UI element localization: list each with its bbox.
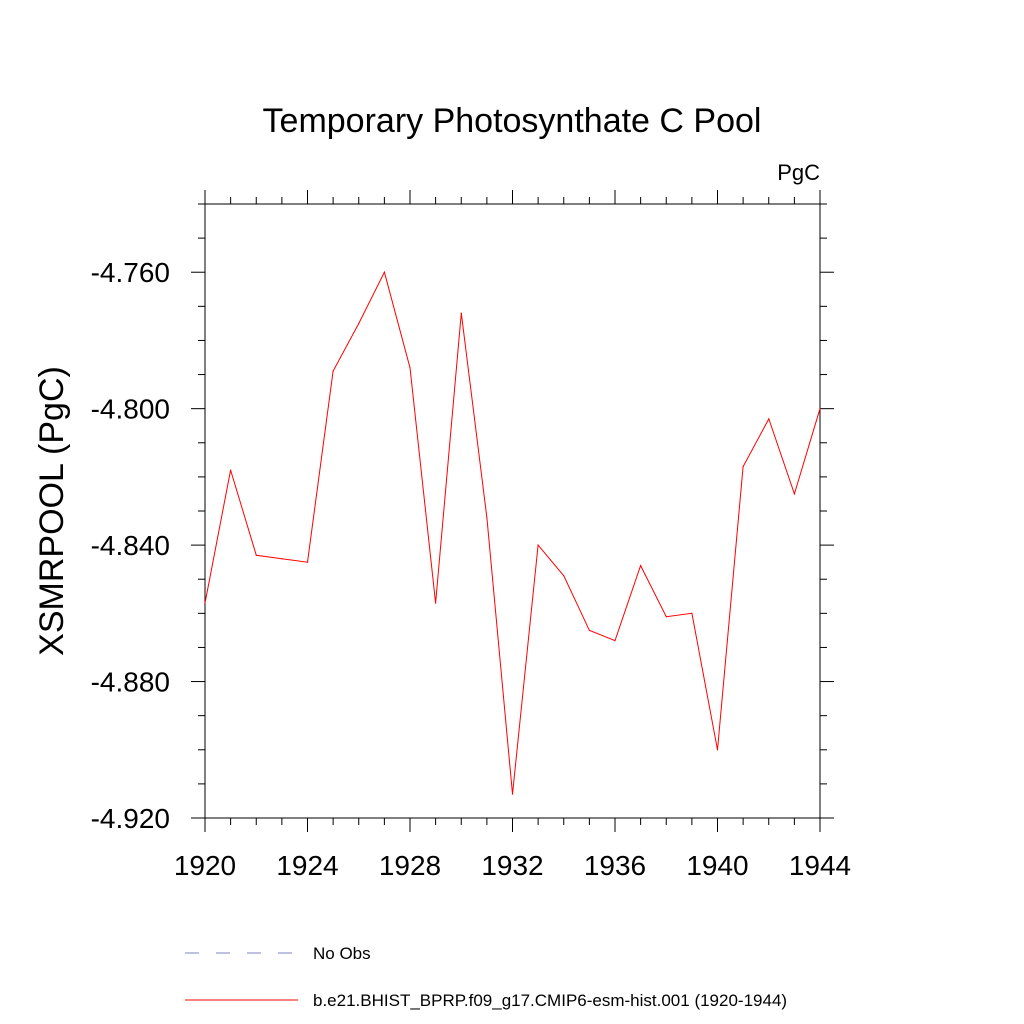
data-point [588, 629, 590, 631]
data-point [306, 561, 309, 563]
x-tick-label: 1940 [686, 850, 748, 881]
data-point [204, 602, 206, 604]
x-tick-label: 1928 [379, 850, 441, 881]
legend-label-no-obs: No Obs [313, 944, 371, 963]
x-tick-label: 1924 [276, 850, 338, 881]
data-point [435, 602, 437, 604]
y-tick-label: -4.880 [91, 667, 170, 698]
y-tick-label: -4.840 [91, 530, 170, 561]
data-point [537, 544, 539, 546]
y-tick-label: -4.920 [91, 803, 170, 834]
data-point [255, 554, 257, 556]
plot-frame [204, 203, 821, 819]
y-tick-label: -4.760 [91, 257, 170, 288]
chart-title: Temporary Photosynthate C Pool [263, 102, 762, 140]
data-point [460, 312, 462, 314]
data-point [383, 271, 385, 273]
data-point [640, 564, 642, 567]
units-label: PgC [777, 160, 820, 185]
y-tick-label: -4.800 [91, 394, 170, 425]
data-point [230, 469, 232, 471]
data-point [691, 612, 693, 614]
data-point [742, 466, 744, 468]
x-tick-label: 1920 [174, 850, 236, 881]
x-tick-labels: 1920 1924 1928 1932 1936 1940 1944 [174, 850, 851, 881]
axis-ticks [191, 190, 834, 832]
data-point [768, 418, 770, 420]
x-tick-label: 1932 [481, 850, 543, 881]
series-layer [204, 270, 821, 795]
y-tick-labels: -4.920 -4.880 -4.840 -4.800 -4.760 [91, 257, 170, 834]
data-point [614, 640, 616, 642]
data-point [332, 370, 334, 372]
data-point [665, 616, 667, 618]
series-line [204, 270, 821, 795]
data-point [793, 493, 795, 495]
x-tick-label: 1936 [584, 850, 646, 881]
data-point [281, 558, 283, 560]
data-point [409, 367, 411, 369]
data-point [358, 322, 360, 324]
data-point [563, 575, 565, 577]
data-point [819, 408, 821, 410]
data-point [716, 749, 719, 751]
data-point [511, 793, 514, 795]
data-point [486, 517, 488, 519]
legend-label-model-run: b.e21.BHIST_BPRP.f09_g17.CMIP6-esm-hist.… [313, 991, 787, 1010]
legend: No Obs b.e21.BHIST_BPRP.f09_g17.CMIP6-es… [185, 944, 787, 1010]
y-axis-label: XSMRPOOL (PgC) [33, 366, 71, 656]
x-tick-label: 1944 [789, 850, 851, 881]
